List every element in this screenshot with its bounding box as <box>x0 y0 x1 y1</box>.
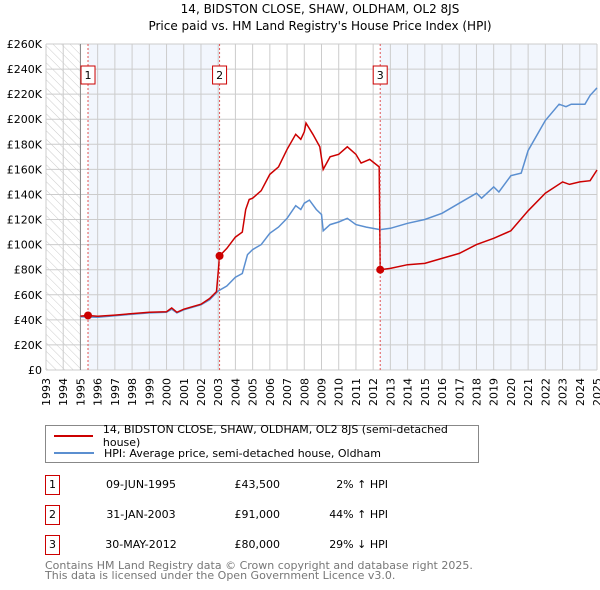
y-tick-label: £180K <box>7 138 43 151</box>
x-tick-label: 2006 <box>264 378 277 406</box>
x-tick-label: 2001 <box>178 378 191 406</box>
sale-marker: 1 <box>45 475 60 495</box>
legend-label: HPI: Average price, semi-detached house,… <box>104 446 381 460</box>
sale-date: 09-JUN-1995 <box>105 478 177 491</box>
footer-copyright: Contains HM Land Registry data © Crown c… <box>45 559 473 572</box>
y-tick-label: £240K <box>7 63 43 76</box>
legend-label: 14, BIDSTON CLOSE, SHAW, OLDHAM, OL2 8JS… <box>102 423 448 449</box>
x-tick-label: 2018 <box>470 378 483 406</box>
y-tick-label: £140K <box>7 188 43 201</box>
ownership-period-shade <box>88 44 220 370</box>
sale-hpi-diff: 2% ↑ HPI <box>336 478 388 491</box>
y-tick-label: £220K <box>7 88 43 101</box>
y-tick-label: £0 <box>28 364 42 377</box>
x-tick-label: 2004 <box>229 378 242 406</box>
y-tick-label: £40K <box>14 314 43 327</box>
sale-label-box <box>372 65 388 85</box>
footer-licence: This data is licensed under the Open Gov… <box>45 569 396 582</box>
y-tick-label: £100K <box>7 239 43 252</box>
table-row: 3 30-MAY-2012 £80,000 29% ↓ HPI <box>45 535 445 555</box>
legend-swatch-blue <box>54 452 94 454</box>
x-tick-label: 2002 <box>195 378 208 406</box>
sale-label-box <box>212 65 228 85</box>
x-tick-label: 1998 <box>126 378 139 406</box>
x-tick-label: 2013 <box>384 378 397 406</box>
sale-label: 3 <box>377 69 384 82</box>
sale-hpi-diff: 29% ↓ HPI <box>329 538 388 551</box>
sale-label: 2 <box>216 69 223 82</box>
x-tick-label: 2007 <box>281 378 294 406</box>
x-tick-label: 1999 <box>143 378 156 406</box>
x-tick-label: 2008 <box>298 378 311 406</box>
x-tick-label: 1995 <box>74 378 87 406</box>
sale-price: £80,000 <box>234 538 281 551</box>
x-tick-label: 1996 <box>92 378 105 406</box>
chart-title: 14, BIDSTON CLOSE, SHAW, OLDHAM, OL2 8JS <box>181 2 460 16</box>
legend-item-property: 14, BIDSTON CLOSE, SHAW, OLDHAM, OL2 8JS… <box>54 423 478 449</box>
x-tick-label: 2020 <box>505 378 518 406</box>
legend-item-hpi: HPI: Average price, semi-detached house,… <box>54 445 381 461</box>
table-row: 2 31-JAN-2003 £91,000 44% ↑ HPI <box>45 505 445 525</box>
price-chart: 14, BIDSTON CLOSE, SHAW, OLDHAM, OL2 8JS… <box>7 2 600 406</box>
x-tick-label: 2015 <box>419 378 432 406</box>
x-tick-label: 2023 <box>557 378 570 406</box>
y-tick-label: £60K <box>14 289 43 302</box>
x-tick-label: 2009 <box>316 378 329 406</box>
y-tick-label: £20K <box>14 339 43 352</box>
x-tick-label: 2017 <box>453 378 466 406</box>
sale-price: £43,500 <box>234 478 281 491</box>
x-tick-label: 1997 <box>109 378 122 406</box>
x-tick-label: 2014 <box>402 378 415 406</box>
x-tick-label: 2019 <box>488 378 501 406</box>
ownership-period-shade <box>380 44 597 370</box>
x-tick-label: 2000 <box>161 378 174 406</box>
chart-subtitle: Price paid vs. HM Land Registry's House … <box>148 19 491 33</box>
x-tick-label: 2010 <box>333 378 346 406</box>
x-tick-label: 2005 <box>247 378 260 406</box>
x-tick-label: 2024 <box>574 378 587 406</box>
x-tick-label: 2025 <box>591 378 600 406</box>
y-tick-label: £260K <box>7 38 43 51</box>
sale-date: 30-MAY-2012 <box>105 538 177 551</box>
sale-point <box>376 265 385 274</box>
y-tick-label: £120K <box>7 214 43 227</box>
y-tick-label: £160K <box>7 163 43 176</box>
sale-label: 1 <box>85 69 92 82</box>
x-tick-label: 2022 <box>539 378 552 406</box>
sale-marker: 2 <box>45 505 60 525</box>
x-tick-label: 1993 <box>40 378 53 406</box>
sale-point <box>215 251 224 260</box>
sale-date: 31-JAN-2003 <box>106 508 176 521</box>
x-tick-label: 2011 <box>350 378 363 406</box>
legend-swatch-red <box>54 435 93 437</box>
sale-marker: 3 <box>45 535 60 555</box>
x-tick-label: 1994 <box>57 378 70 406</box>
sale-price: £91,000 <box>234 508 281 521</box>
x-tick-label: 2016 <box>436 378 449 406</box>
y-tick-label: £80K <box>14 264 43 277</box>
x-tick-label: 2012 <box>367 378 380 406</box>
sale-label-box <box>80 65 96 85</box>
table-row: 1 09-JUN-1995 £43,500 2% ↑ HPI <box>45 475 445 495</box>
y-tick-label: £200K <box>7 113 43 126</box>
x-tick-label: 2021 <box>522 378 535 406</box>
property-series-line <box>80 120 598 318</box>
sale-hpi-diff: 44% ↑ HPI <box>329 508 388 521</box>
legend: 14, BIDSTON CLOSE, SHAW, OLDHAM, OL2 8JS… <box>45 423 479 463</box>
x-tick-label: 2003 <box>212 378 225 406</box>
sale-point <box>84 311 93 320</box>
